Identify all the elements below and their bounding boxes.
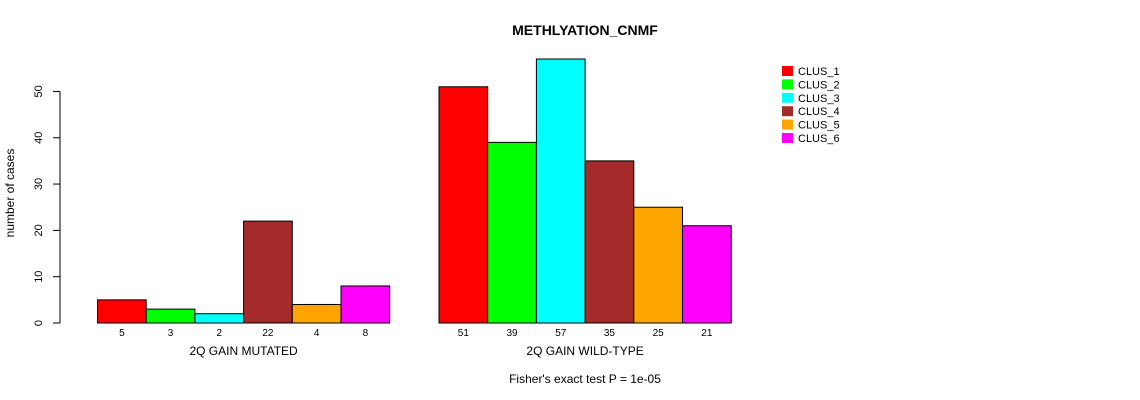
- bar-clus-1: [98, 300, 147, 323]
- bar-clus-4: [585, 161, 634, 323]
- legend-swatch: [782, 66, 793, 76]
- bar-clus-2: [146, 309, 195, 323]
- legend-label: CLUS_6: [798, 133, 840, 145]
- bar-value-label: 25: [653, 328, 665, 339]
- y-tick-label: 20: [33, 224, 45, 236]
- bar-clus-5: [634, 207, 683, 323]
- y-tick-label: 0: [33, 320, 45, 326]
- legend-swatch: [782, 120, 793, 130]
- legend-swatch: [782, 133, 793, 143]
- y-tick-label: 40: [33, 132, 45, 144]
- legend-swatch: [782, 106, 793, 116]
- group-label: 2Q GAIN MUTATED: [189, 344, 298, 358]
- bar-value-label: 2: [216, 328, 222, 339]
- legend-label: CLUS_2: [798, 79, 840, 91]
- legend-label: CLUS_3: [798, 93, 840, 105]
- bar-clus-3: [536, 59, 585, 323]
- bar-clus-5: [292, 304, 341, 323]
- bar-value-label: 35: [604, 328, 616, 339]
- bar-value-label: 5: [119, 328, 125, 339]
- legend-swatch: [782, 79, 793, 89]
- bars: [98, 59, 732, 323]
- bar-value-label: 51: [458, 328, 470, 339]
- chart-title: METHLYATION_CNMF: [512, 22, 658, 38]
- bar-clus-1: [439, 87, 488, 323]
- legend-swatch: [782, 93, 793, 103]
- y-axis-label: number of cases: [3, 149, 17, 238]
- bar-clus-6: [683, 226, 732, 323]
- group-labels: 2Q GAIN MUTATED 2Q GAIN WILD-TYPE: [189, 344, 643, 358]
- legend-label: CLUS_1: [798, 66, 840, 78]
- bar-value-label: 22: [262, 328, 274, 339]
- y-tick-label: 30: [33, 178, 45, 190]
- y-tick-label: 10: [33, 271, 45, 283]
- legend-label: CLUS_4: [798, 106, 840, 118]
- group-label: 2Q GAIN WILD-TYPE: [526, 344, 643, 358]
- bar-value-label: 3: [168, 328, 174, 339]
- footnote: Fisher's exact test P = 1e-05: [509, 372, 661, 386]
- bar-clus-6: [341, 286, 390, 323]
- bar-value-label: 39: [506, 328, 518, 339]
- y-axis: 0 10 20 30 40 50: [33, 85, 60, 326]
- bar-value-label: 4: [314, 328, 320, 339]
- bar-clus-4: [244, 221, 293, 323]
- bar-clus-2: [488, 142, 537, 323]
- bar-value-label: 21: [701, 328, 713, 339]
- bar-clus-3: [195, 314, 244, 323]
- bar-value-label: 8: [363, 328, 369, 339]
- bar-value-label: 57: [555, 328, 567, 339]
- y-tick-label: 50: [33, 85, 45, 97]
- legend-label: CLUS_5: [798, 120, 840, 132]
- bar-value-labels: 5 3 2 22 4 8 51 39 57 35 25 21: [119, 328, 713, 339]
